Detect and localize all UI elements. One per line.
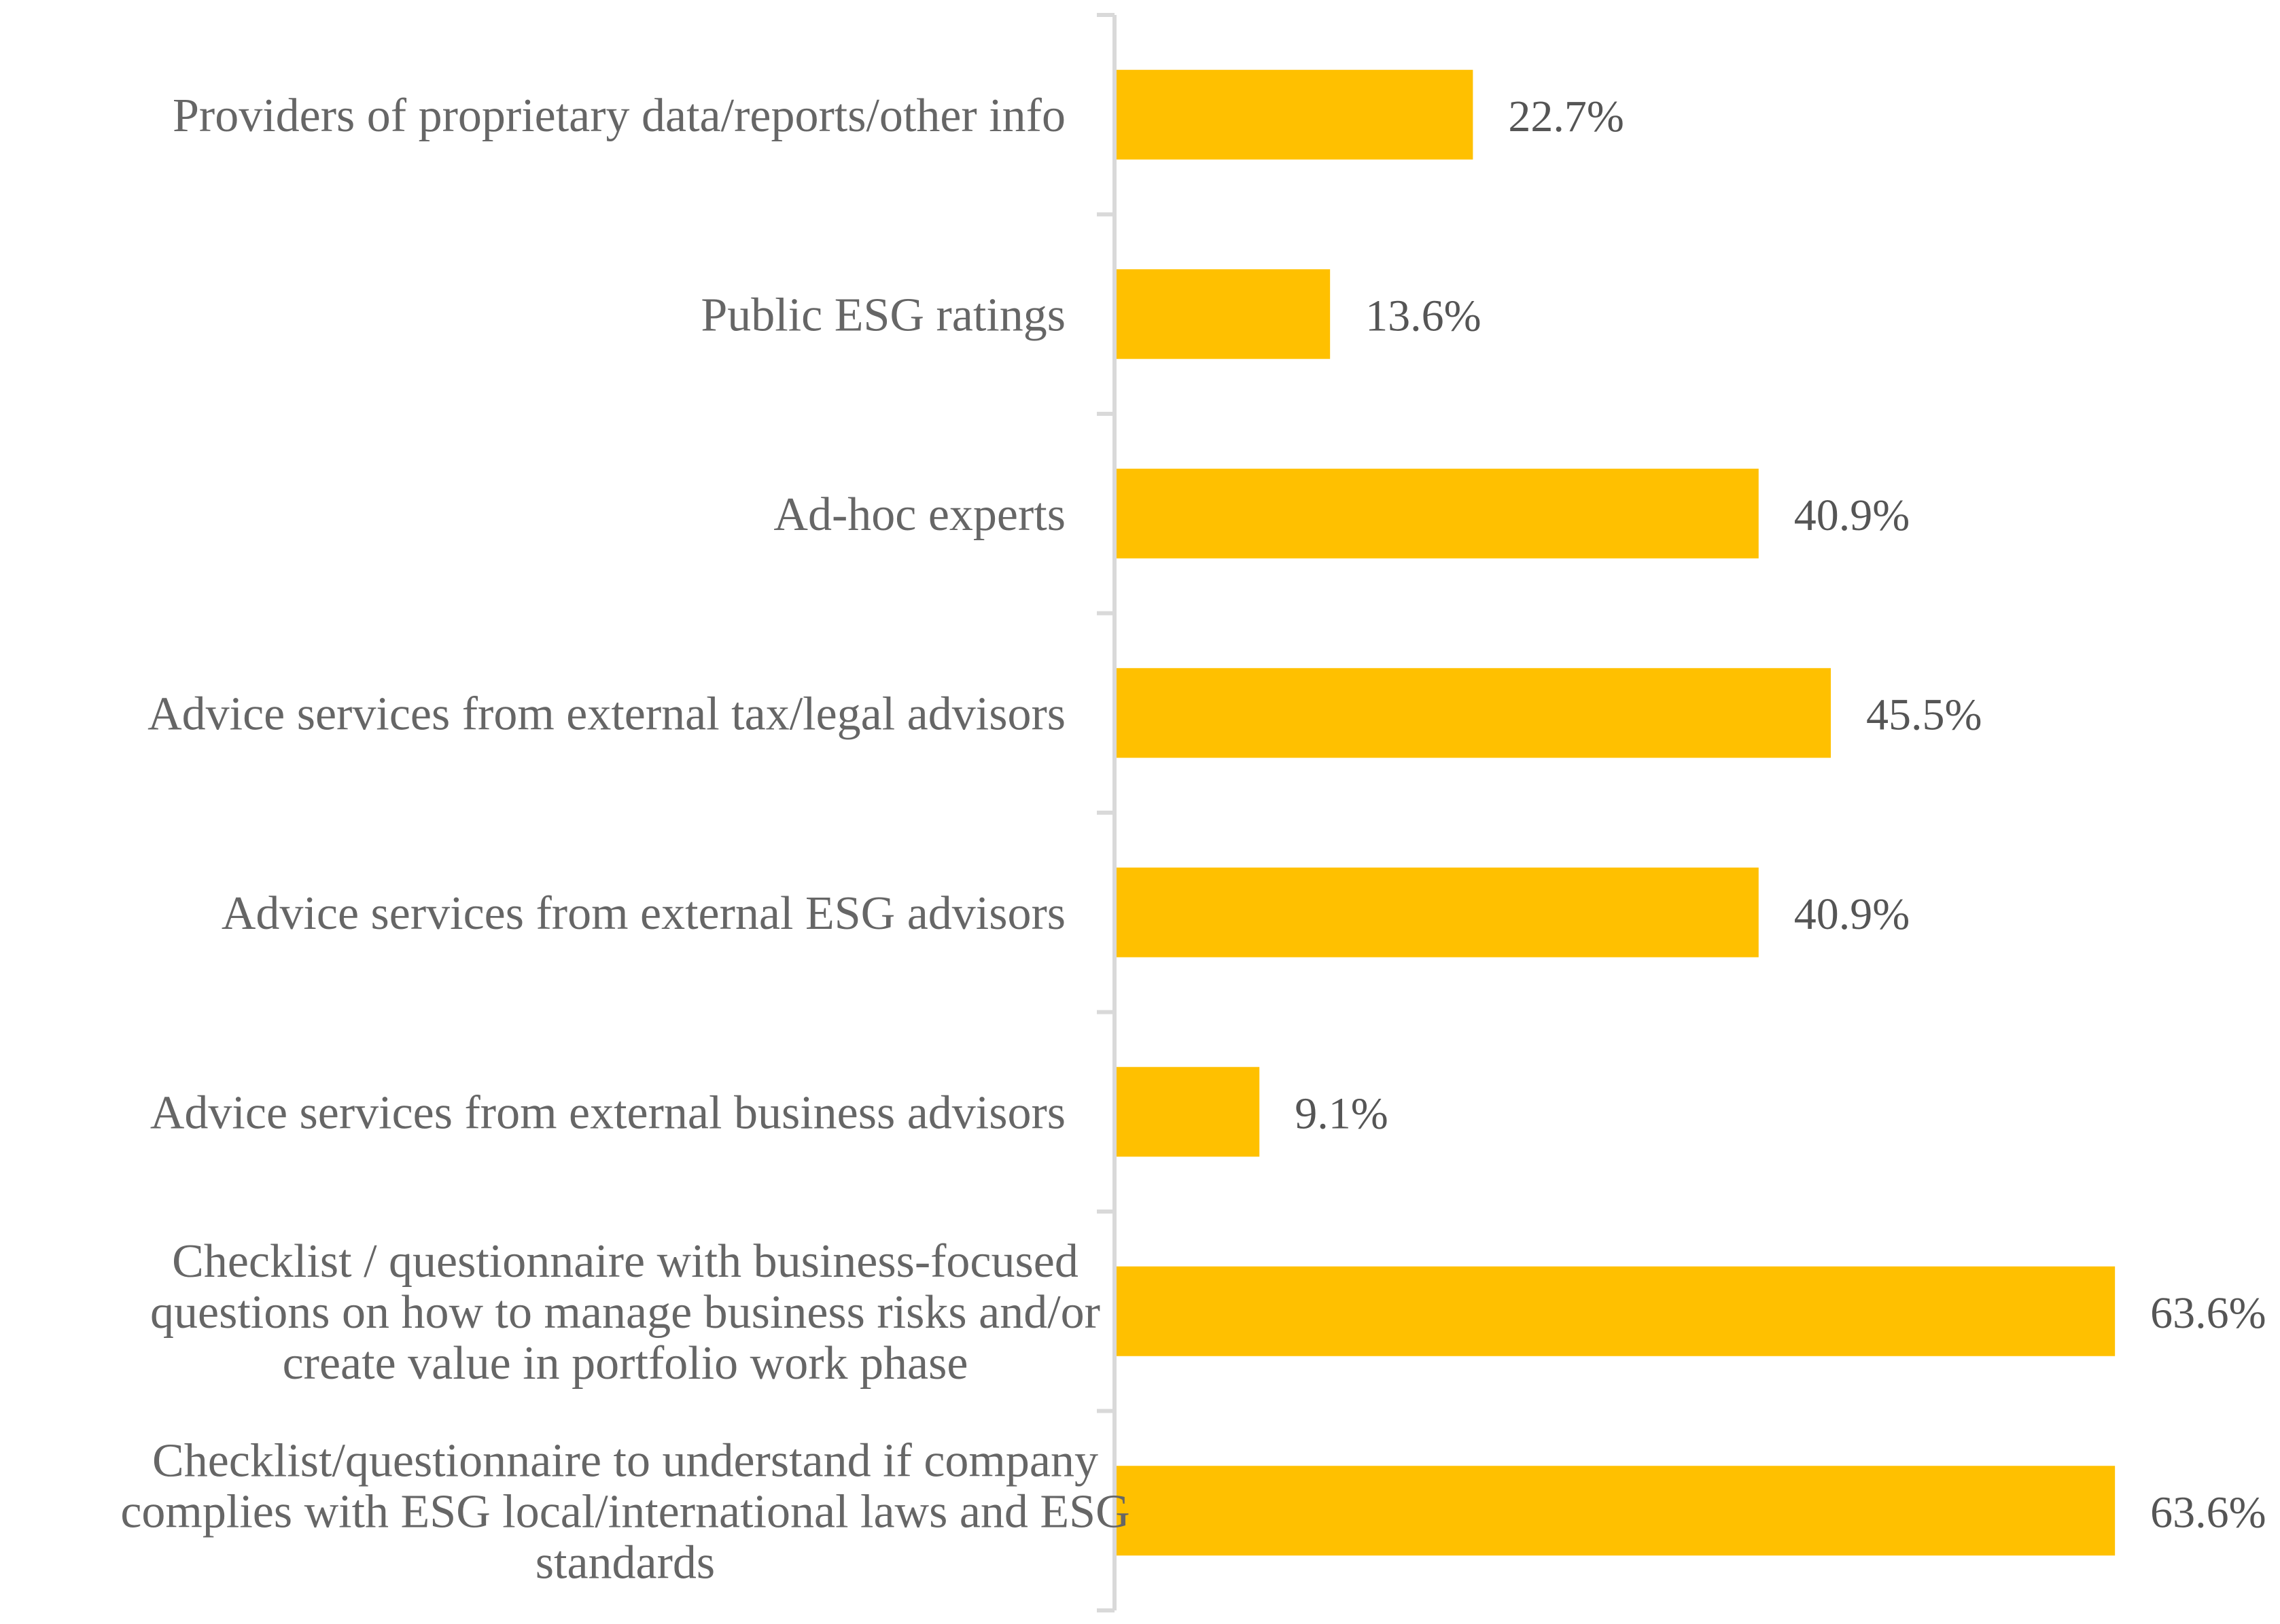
data-label: 9.1% bbox=[1295, 1089, 1388, 1138]
category-label: Ad-hoc experts bbox=[773, 489, 1066, 541]
category-label-line: Ad-hoc experts bbox=[773, 489, 1066, 541]
category-label-line: questions on how to manage business risk… bbox=[150, 1286, 1100, 1339]
category-label: Advice services from external ESG adviso… bbox=[222, 887, 1066, 940]
category-label-line: complies with ESG local/international la… bbox=[120, 1485, 1129, 1538]
data-label: 22.7% bbox=[1508, 92, 1624, 141]
bar bbox=[1117, 668, 1831, 758]
data-label: 63.6% bbox=[2150, 1288, 2266, 1338]
data-label: 63.6% bbox=[2150, 1487, 2266, 1537]
category-label-line: Checklist / questionnaire with business-… bbox=[172, 1235, 1078, 1288]
category-label-line: Advice services from external business a… bbox=[150, 1087, 1066, 1139]
bar bbox=[1117, 867, 1759, 957]
data-label: 13.6% bbox=[1365, 291, 1481, 340]
category-label: Checklist / questionnaire with business-… bbox=[150, 1235, 1100, 1390]
category-label-line: Checklist/questionnaire to understand if… bbox=[152, 1434, 1098, 1487]
category-label: Advice services from external tax/legal … bbox=[147, 688, 1066, 740]
bars-layer bbox=[1117, 69, 2116, 1556]
category-label-line: standards bbox=[536, 1536, 715, 1589]
data-label: 40.9% bbox=[1794, 491, 1910, 540]
labels-layer: 22.7% Providers of proprietary data/repor… bbox=[120, 90, 2266, 1589]
category-label: Checklist/questionnaire to understand if… bbox=[120, 1434, 1129, 1589]
data-label: 45.5% bbox=[1866, 690, 1982, 739]
category-label-line: create value in portfolio work phase bbox=[283, 1337, 968, 1390]
category-label-line: Advice services from external ESG adviso… bbox=[222, 887, 1066, 940]
category-label-line: Providers of proprietary data/reports/ot… bbox=[173, 90, 1066, 142]
axis-layer bbox=[1097, 13, 1117, 1612]
bar bbox=[1117, 69, 1473, 160]
category-label-line: Public ESG ratings bbox=[701, 289, 1066, 341]
category-label: Providers of proprietary data/reports/ot… bbox=[173, 90, 1066, 142]
category-label-line: Advice services from external tax/legal … bbox=[147, 688, 1066, 740]
bar bbox=[1117, 1266, 2116, 1356]
bar bbox=[1117, 1067, 1260, 1157]
data-label: 40.9% bbox=[1794, 889, 1910, 939]
bar bbox=[1117, 269, 1331, 359]
bar bbox=[1117, 1466, 2116, 1556]
bar bbox=[1117, 468, 1759, 559]
category-label: Public ESG ratings bbox=[701, 289, 1066, 341]
category-label: Advice services from external business a… bbox=[150, 1087, 1066, 1139]
